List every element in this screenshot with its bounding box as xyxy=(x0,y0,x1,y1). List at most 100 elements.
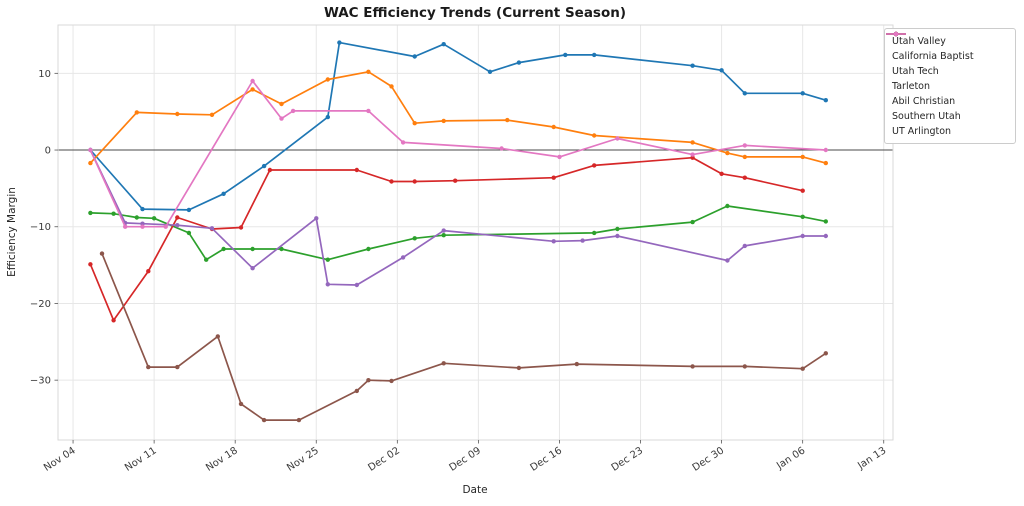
legend-label: UT Arlington xyxy=(892,125,952,137)
data-point xyxy=(325,77,330,82)
data-point xyxy=(88,147,93,153)
data-point xyxy=(134,215,139,220)
data-point xyxy=(800,188,805,193)
legend-label: Utah Valley xyxy=(892,35,946,47)
legend-item-abil-christian: Abil Christian xyxy=(886,31,1008,108)
y-tick-label: 10 xyxy=(38,69,51,80)
x-tick-label: Dec 23 xyxy=(610,445,646,473)
series-markers-abil-christian xyxy=(88,147,828,288)
x-tick-label: Jan 13 xyxy=(855,445,888,472)
data-point xyxy=(592,52,597,58)
data-point xyxy=(725,258,730,263)
data-point xyxy=(250,78,255,84)
data-point xyxy=(453,178,458,183)
series-markers-utah-tech xyxy=(88,203,828,262)
x-tick-label: Dec 30 xyxy=(691,445,727,473)
x-axis-label: Date xyxy=(462,484,487,496)
data-point xyxy=(574,361,579,367)
series-markers-utah-valley xyxy=(88,40,828,213)
series-markers-ut-arlington xyxy=(88,78,828,229)
data-point xyxy=(823,219,828,224)
x-tick-label: Dec 16 xyxy=(529,445,565,473)
data-point xyxy=(267,167,273,173)
data-point xyxy=(215,334,220,339)
data-point xyxy=(551,239,556,244)
x-tick-label: Jan 06 xyxy=(774,445,807,472)
data-point xyxy=(354,282,359,288)
data-point xyxy=(742,243,747,249)
data-point xyxy=(400,255,406,260)
series-line-tarleton xyxy=(89,156,804,322)
data-point xyxy=(516,60,522,65)
data-point xyxy=(823,233,828,239)
y-tick-label: −30 xyxy=(30,376,51,387)
y-tick-label: 0 xyxy=(45,146,51,157)
data-point xyxy=(742,143,747,148)
data-point xyxy=(140,206,145,212)
x-tick-label: Dec 09 xyxy=(447,445,483,473)
data-point xyxy=(823,160,828,166)
data-point xyxy=(400,140,406,145)
data-point xyxy=(88,160,93,166)
data-point xyxy=(690,63,695,68)
data-point xyxy=(412,54,417,59)
data-point xyxy=(279,116,284,121)
legend-item-utah-tech: Utah Tech xyxy=(886,31,1008,78)
data-point xyxy=(366,246,371,252)
x-tick-label: Dec 02 xyxy=(366,445,402,473)
data-point xyxy=(354,388,359,394)
data-point xyxy=(615,233,620,239)
data-point xyxy=(441,42,446,47)
data-point xyxy=(146,364,151,370)
data-point xyxy=(337,40,342,45)
data-point xyxy=(412,179,417,184)
data-point xyxy=(186,207,192,213)
data-point xyxy=(800,154,805,160)
grid-layer xyxy=(57,24,894,441)
data-point xyxy=(325,257,330,262)
data-point xyxy=(441,361,446,366)
data-point xyxy=(690,140,695,145)
data-point xyxy=(296,417,302,423)
data-point xyxy=(238,401,244,407)
data-point xyxy=(690,155,695,160)
data-point xyxy=(209,112,215,118)
data-point xyxy=(221,191,226,196)
data-point xyxy=(279,101,284,107)
data-point xyxy=(725,150,730,156)
series-line-utah-valley xyxy=(89,41,827,211)
data-point xyxy=(592,133,597,138)
legend-marker-icon xyxy=(886,31,906,37)
legend-item-utah-valley: Utah Valley xyxy=(886,31,1008,48)
data-point xyxy=(279,246,284,252)
data-point xyxy=(441,228,446,233)
data-point xyxy=(615,136,620,141)
data-point xyxy=(719,68,724,73)
data-point xyxy=(175,111,180,117)
data-point xyxy=(800,366,805,371)
data-point xyxy=(146,269,151,274)
series-markers-southern-utah xyxy=(99,251,828,423)
data-point xyxy=(175,223,180,228)
data-point xyxy=(557,154,562,160)
legend-label: Utah Tech xyxy=(892,65,939,77)
data-point xyxy=(366,69,371,75)
y-tick-label: −20 xyxy=(30,299,51,310)
data-point xyxy=(140,224,145,229)
data-point xyxy=(551,175,556,180)
data-point xyxy=(742,91,747,96)
legend-item-california-baptist: California Baptist xyxy=(886,31,1008,63)
x-tick-label: Nov 18 xyxy=(204,445,240,474)
series-layer xyxy=(88,40,828,423)
data-point xyxy=(204,257,209,262)
legend-item-ut-arlington: UT Arlington xyxy=(886,31,1008,138)
x-tick-label: Nov 11 xyxy=(123,445,159,474)
y-tick-label: −10 xyxy=(30,222,51,233)
data-point xyxy=(314,216,319,221)
data-point xyxy=(800,233,805,239)
axis-layer: Nov 04 Nov 11 Nov 18 Nov 25 Dec 02 Dec 09 Dec … xyxy=(30,69,888,474)
data-point xyxy=(88,210,93,216)
data-point xyxy=(366,378,371,383)
data-point xyxy=(111,318,116,323)
data-point xyxy=(389,179,394,184)
